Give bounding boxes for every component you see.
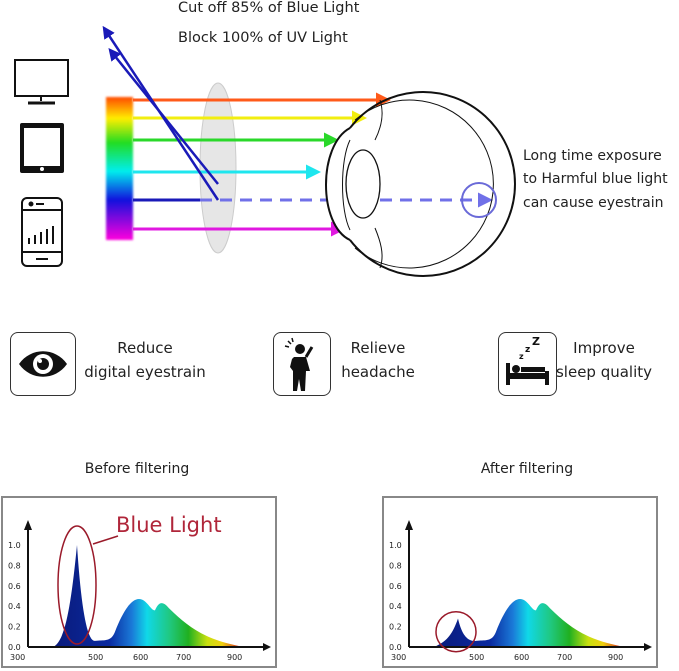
benefit-1-line-1: Reduce: [117, 339, 173, 357]
x-axis-arrow: [644, 643, 652, 651]
blue-light-annotation: Blue Light: [116, 513, 222, 537]
light-rays: [133, 92, 391, 237]
eye-cross-section: [325, 91, 516, 277]
smartphone-icon: [21, 197, 63, 267]
before-chart-title: Before filtering: [84, 461, 190, 477]
x-tick-label: 500: [88, 653, 103, 662]
y-tick-label: 0.4: [8, 602, 21, 611]
before-filtering-chart: 1.0 0.8 0.6 0.4 0.2 0.0 300 500 600 700 900: [1, 496, 277, 668]
header-line-1: Cut off 85% of Blue Light: [178, 0, 360, 16]
headache-person-icon: [273, 332, 331, 396]
svg-text:z: z: [519, 352, 524, 361]
blue-light-circle: [57, 525, 97, 645]
light-diagram: [14, 25, 516, 277]
x-tick-label: 700: [557, 653, 572, 662]
x-tick-label: 700: [176, 653, 191, 662]
header-line-2: Block 100% of UV Light: [178, 30, 348, 46]
eye-note-line-3: can cause eyestrain: [523, 195, 664, 211]
y-tick-label: 0.8: [8, 561, 21, 570]
x-axis-arrow: [263, 643, 271, 651]
x-tick-label: 600: [514, 653, 529, 662]
svg-text:z: z: [525, 345, 530, 355]
x-tick-label: 600: [133, 653, 148, 662]
annotation-leader: [92, 535, 119, 545]
x-tick-label: 900: [608, 653, 623, 662]
y-tick-label: 1.0: [389, 541, 402, 550]
benefit-1-line-2: digital eyestrain: [84, 363, 206, 381]
y-tick-label: 0.6: [389, 582, 402, 591]
x-tick-label: 500: [469, 653, 484, 662]
eye-icon: [10, 332, 76, 396]
tablet-icon: [20, 123, 64, 173]
benefit-2-line-2: headache: [341, 363, 415, 381]
monitor-icon: [14, 59, 69, 105]
y-tick-label: 0.8: [389, 561, 402, 570]
spectrum-curve: [53, 545, 241, 647]
y-axis-arrow: [24, 520, 32, 530]
x-tick-label: 300: [10, 653, 25, 662]
lens: [199, 82, 237, 254]
y-tick-label: 0.0: [389, 643, 402, 652]
eye-note-line-1: Long time exposure: [523, 148, 662, 164]
benefit-3-line-2: sleep quality: [555, 363, 653, 381]
x-tick-label: 300: [391, 653, 406, 662]
eye-note-line-2: to Harmful blue light: [523, 171, 668, 187]
spectrum-bar: [106, 97, 133, 240]
after-chart-title: After filtering: [480, 461, 574, 477]
y-tick-label: 0.4: [389, 602, 402, 611]
y-tick-label: 0.2: [389, 623, 402, 632]
y-tick-label: 0.2: [8, 623, 21, 632]
svg-text:Z: Z: [532, 335, 540, 348]
y-axis-arrow: [405, 520, 413, 530]
benefit-3-line-1: Improve: [573, 339, 635, 357]
x-tick-label: 900: [227, 653, 242, 662]
retina-highlight: [461, 182, 497, 218]
y-tick-label: 0.6: [8, 582, 21, 591]
blue-light-circle: [435, 610, 477, 653]
benefit-2-line-1: Relieve: [350, 339, 406, 357]
spectrum-curve: [434, 599, 622, 647]
y-tick-label: 0.0: [8, 643, 21, 652]
after-filtering-chart: 1.0 0.8 0.6 0.4 0.2 0.0 300 500 600 700 900: [382, 496, 658, 668]
y-tick-label: 1.0: [8, 541, 21, 550]
